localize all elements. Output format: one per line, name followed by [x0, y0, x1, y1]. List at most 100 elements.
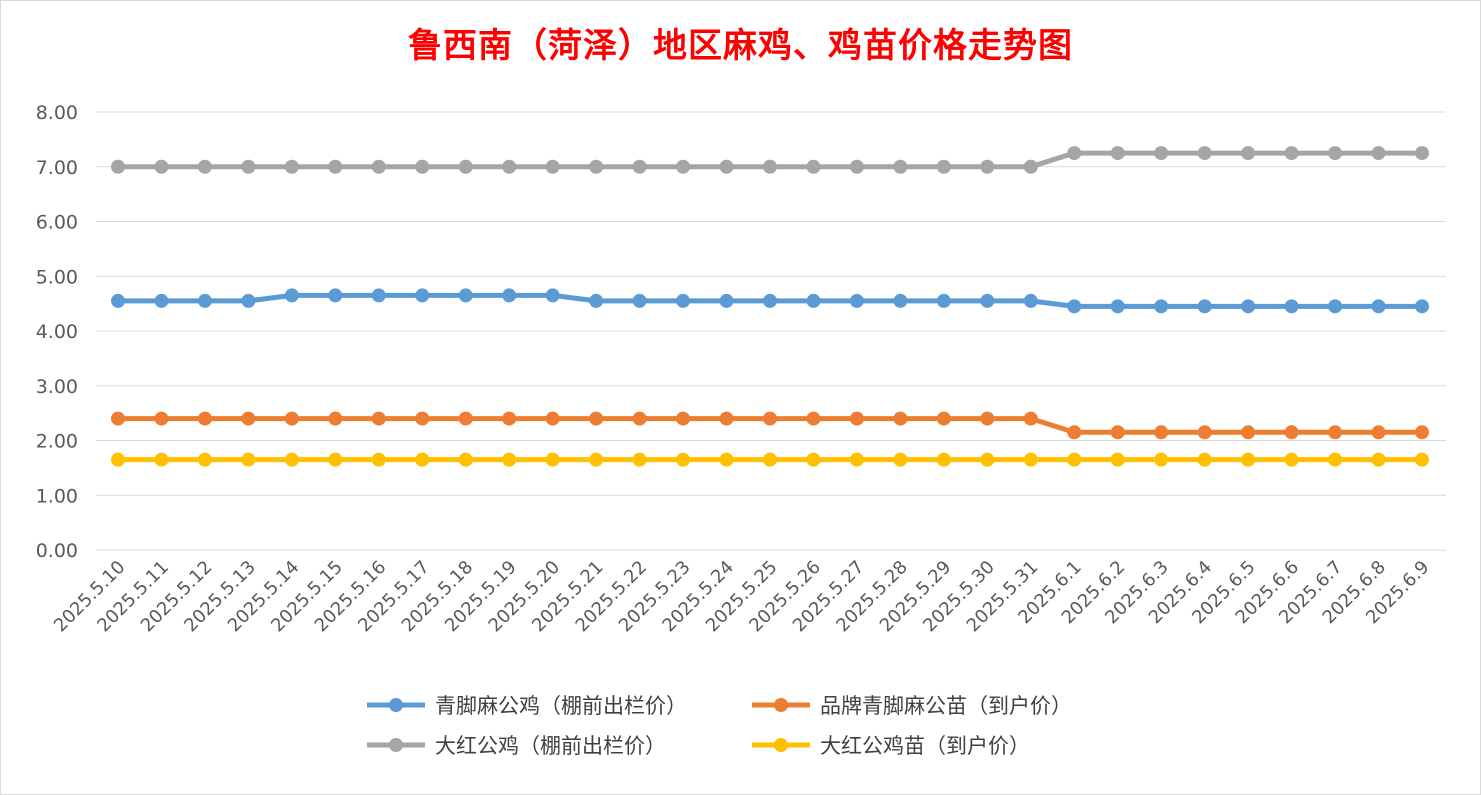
data-point — [1284, 299, 1299, 314]
data-point — [458, 159, 473, 174]
data-point — [111, 452, 125, 467]
data-point — [545, 452, 560, 467]
data-point — [676, 293, 691, 308]
data-point — [676, 411, 691, 426]
data-point — [1154, 299, 1169, 314]
data-point — [1371, 299, 1386, 314]
data-point — [980, 293, 995, 308]
data-point — [1067, 299, 1082, 314]
data-point — [241, 411, 256, 426]
data-point — [371, 288, 386, 303]
data-point — [328, 288, 343, 303]
data-point — [1197, 146, 1212, 161]
data-point — [632, 452, 647, 467]
legend-swatch — [752, 738, 810, 752]
data-point — [1154, 425, 1169, 440]
data-point — [111, 159, 125, 174]
data-point — [1197, 425, 1212, 440]
data-point — [980, 159, 995, 174]
y-tick-label: 4.00 — [36, 321, 78, 343]
data-point — [1241, 299, 1256, 314]
data-point — [1197, 452, 1212, 467]
series-3 — [111, 146, 1429, 174]
data-point — [936, 159, 951, 174]
data-point — [1415, 452, 1429, 467]
data-point — [849, 159, 864, 174]
data-point — [502, 411, 517, 426]
data-point — [936, 411, 951, 426]
data-point — [111, 293, 125, 308]
legend-item: 大红公鸡苗（到户价） — [750, 730, 1150, 760]
data-point — [893, 159, 908, 174]
data-point — [763, 411, 777, 426]
data-point — [676, 159, 691, 174]
data-point — [1328, 425, 1343, 440]
legend-item: 品牌青脚麻公苗（到户价） — [750, 690, 1150, 720]
y-axis-tick-labels: 0.00 1.00 2.00 3.00 4.00 5.00 6.00 7.00 8.00 — [36, 102, 78, 562]
data-point — [806, 159, 821, 174]
data-point — [1371, 146, 1386, 161]
data-point — [1328, 299, 1343, 314]
y-tick-label: 5.00 — [36, 266, 78, 288]
data-point — [1154, 452, 1169, 467]
series-4 — [111, 452, 1429, 467]
data-point — [197, 452, 212, 467]
data-point — [849, 452, 864, 467]
data-point — [1284, 452, 1299, 467]
data-point — [806, 452, 821, 467]
y-tick-label: 2.00 — [36, 431, 78, 453]
data-point — [1328, 146, 1343, 161]
data-point — [632, 159, 647, 174]
data-point — [458, 411, 473, 426]
data-point — [371, 159, 386, 174]
data-point — [893, 411, 908, 426]
y-tick-label: 8.00 — [36, 102, 78, 124]
data-point — [1023, 293, 1038, 308]
data-point — [676, 452, 691, 467]
legend-label: 青脚麻公鸡（棚前出栏价） — [435, 694, 687, 718]
data-point — [154, 452, 169, 467]
y-tick-label: 1.00 — [36, 485, 78, 507]
data-point — [154, 411, 169, 426]
legend-swatch — [367, 738, 425, 752]
data-point — [1371, 452, 1386, 467]
data-point — [284, 452, 299, 467]
data-point — [1371, 425, 1386, 440]
data-point — [589, 411, 604, 426]
data-point — [328, 159, 343, 174]
data-point — [415, 159, 430, 174]
data-point — [589, 293, 604, 308]
data-point — [1023, 411, 1038, 426]
data-point — [806, 411, 821, 426]
data-point — [1415, 425, 1429, 440]
data-point — [1110, 452, 1125, 467]
data-point — [284, 411, 299, 426]
data-point — [197, 293, 212, 308]
data-point — [328, 452, 343, 467]
legend-item: 大红公鸡（棚前出栏价） — [365, 730, 750, 760]
data-point — [502, 288, 517, 303]
data-point — [1110, 425, 1125, 440]
data-point — [806, 293, 821, 308]
data-point — [1067, 146, 1082, 161]
data-point — [893, 293, 908, 308]
legend: 青脚麻公鸡（棚前出栏价） 品牌青脚麻公苗（到户价） 大红公鸡（棚前出栏价） 大红公鸡苗… — [365, 690, 1265, 760]
data-point — [415, 288, 430, 303]
data-point — [589, 452, 604, 467]
chart-title: 鲁西南（菏泽）地区麻鸡、鸡苗价格走势图 — [408, 26, 1073, 66]
data-point — [545, 411, 560, 426]
data-point — [371, 452, 386, 467]
data-point — [1110, 299, 1125, 314]
data-point — [197, 159, 212, 174]
data-point — [502, 452, 517, 467]
data-point — [719, 159, 734, 174]
data-point — [371, 411, 386, 426]
data-point — [1241, 452, 1256, 467]
legend-swatch — [367, 698, 425, 712]
data-point — [545, 288, 560, 303]
legend-item: 青脚麻公鸡（棚前出栏价） — [365, 690, 750, 720]
data-point — [1415, 146, 1429, 161]
y-tick-label: 6.00 — [36, 212, 78, 234]
data-point — [328, 411, 343, 426]
